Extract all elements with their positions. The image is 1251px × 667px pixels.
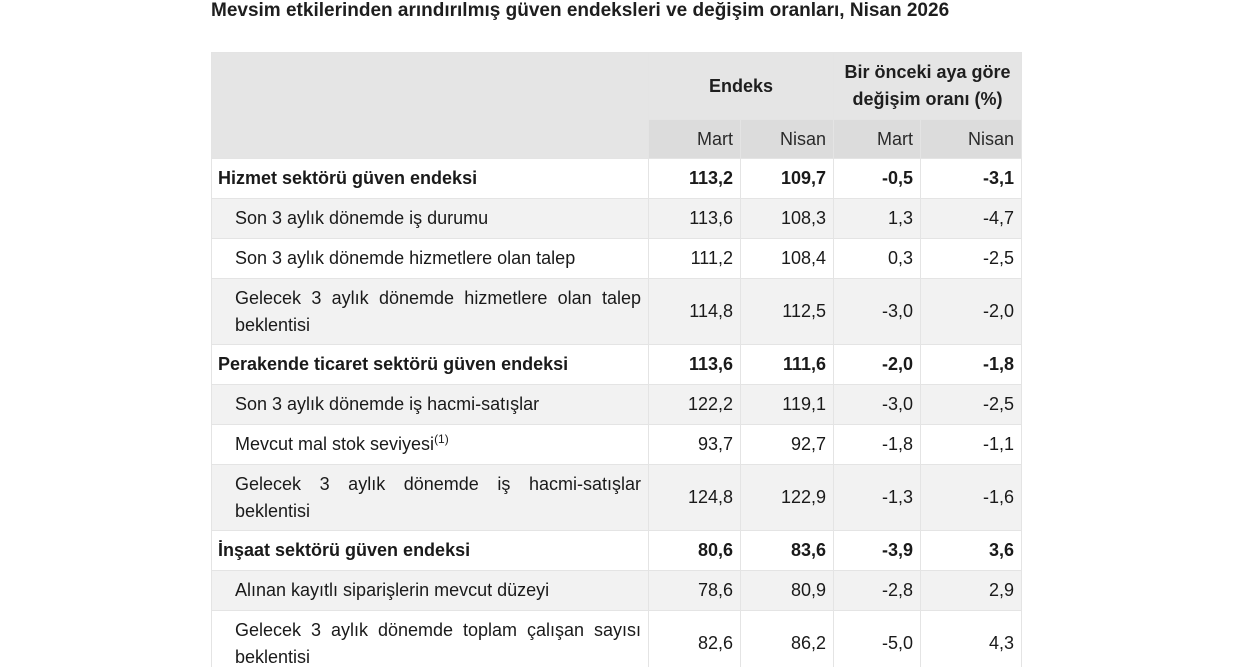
cell-change-nisan: 4,3 (920, 610, 1022, 667)
cell-change-nisan: -1,8 (920, 344, 1022, 385)
table-title: Mevsim etkilerinden arındırılmış güven e… (211, 0, 950, 21)
cell-index-mart: 113,6 (648, 198, 741, 239)
row-label: Mevcut mal stok seviyesi(1) (211, 424, 649, 465)
row-label-text: Mevcut mal stok seviyesi (235, 434, 435, 454)
cell-index-nisan: 112,5 (740, 278, 834, 345)
confidence-index-table: Endeks Bir önceki aya göre değişim oranı… (211, 52, 1022, 667)
header-change-mart: Mart (833, 119, 921, 159)
table-row-main: İnşaat sektörü güven endeksi 80,6 83,6 -… (211, 530, 1022, 571)
cell-change-nisan: -1,1 (920, 424, 1022, 465)
cell-change-mart: -1,3 (833, 464, 921, 531)
header-change-nisan: Nisan (920, 119, 1022, 159)
cell-index-mart: 122,2 (648, 384, 741, 425)
header-row-group: Endeks Bir önceki aya göre değişim oranı… (211, 52, 1022, 159)
cell-index-nisan: 109,7 (740, 158, 834, 199)
table-row-sub: Mevcut mal stok seviyesi(1) 93,7 92,7 -1… (211, 424, 1022, 465)
cell-index-mart: 114,8 (648, 278, 741, 345)
cell-change-mart: -1,8 (833, 424, 921, 465)
cell-index-nisan: 108,4 (740, 238, 834, 279)
cell-index-nisan: 86,2 (740, 610, 834, 667)
row-label: Perakende ticaret sektörü güven endeksi (211, 344, 649, 385)
header-index-nisan: Nisan (740, 119, 834, 159)
table-row-main: Perakende ticaret sektörü güven endeksi … (211, 344, 1022, 385)
row-label: Gelecek 3 aylık dönemde hizmetlere olan … (211, 278, 649, 345)
cell-index-nisan: 83,6 (740, 530, 834, 571)
row-label: Son 3 aylık dönemde iş hacmi-satışlar (211, 384, 649, 425)
table-row-sub: Alınan kayıtlı siparişlerin mevcut düzey… (211, 570, 1022, 611)
header-row-months: Mart Nisan Mart Nisan (212, 119, 1022, 159)
cell-index-mart: 80,6 (648, 530, 741, 571)
table-row-sub: Son 3 aylık dönemde iş hacmi-satışlar 12… (211, 384, 1022, 425)
cell-index-mart: 93,7 (648, 424, 741, 465)
table-row-sub: Gelecek 3 aylık dönemde iş hacmi-satışla… (211, 464, 1022, 531)
cell-change-mart: -2,8 (833, 570, 921, 611)
cell-change-mart: -3,0 (833, 278, 921, 345)
cell-index-nisan: 92,7 (740, 424, 834, 465)
table-row-sub: Son 3 aylık dönemde iş durumu 113,6 108,… (211, 198, 1022, 239)
cell-change-mart: -2,0 (833, 344, 921, 385)
cell-change-nisan: -2,0 (920, 278, 1022, 345)
row-label: Gelecek 3 aylık dönemde iş hacmi-satışla… (211, 464, 649, 531)
cell-change-mart: -0,5 (833, 158, 921, 199)
cell-change-mart: -3,9 (833, 530, 921, 571)
cell-change-nisan: -2,5 (920, 238, 1022, 279)
table-row-sub: Son 3 aylık dönemde hizmetlere olan tale… (211, 238, 1022, 279)
cell-index-mart: 82,6 (648, 610, 741, 667)
row-label: İnşaat sektörü güven endeksi (211, 530, 649, 571)
footnote-marker: (1) (434, 432, 449, 446)
cell-index-nisan: 108,3 (740, 198, 834, 239)
cell-index-mart: 113,6 (648, 344, 741, 385)
header-index-mart: Mart (648, 119, 741, 159)
cell-index-mart: 111,2 (648, 238, 741, 279)
cell-change-nisan: -1,6 (920, 464, 1022, 531)
header-blank-cell (211, 52, 649, 159)
cell-change-mart: -3,0 (833, 384, 921, 425)
cell-change-nisan: -4,7 (920, 198, 1022, 239)
cell-change-nisan: 3,6 (920, 530, 1022, 571)
cell-change-nisan: -2,5 (920, 384, 1022, 425)
row-label: Gelecek 3 aylık dönemde toplam çalışan s… (211, 610, 649, 667)
cell-index-mart: 124,8 (648, 464, 741, 531)
cell-change-mart: 0,3 (833, 238, 921, 279)
cell-index-mart: 78,6 (648, 570, 741, 611)
header-index-group: Endeks (648, 52, 834, 120)
table-row-sub: Gelecek 3 aylık dönemde hizmetlere olan … (211, 278, 1022, 345)
cell-index-mart: 113,2 (648, 158, 741, 199)
cell-change-nisan: 2,9 (920, 570, 1022, 611)
cell-change-mart: 1,3 (833, 198, 921, 239)
cell-change-nisan: -3,1 (920, 158, 1022, 199)
table-row-sub: Gelecek 3 aylık dönemde toplam çalışan s… (211, 610, 1022, 667)
table-row-main: Hizmet sektörü güven endeksi 113,2 109,7… (211, 158, 1022, 199)
row-label: Son 3 aylık dönemde iş durumu (211, 198, 649, 239)
header-change-group: Bir önceki aya göre değişim oranı (%) (833, 52, 1022, 120)
row-label: Hizmet sektörü güven endeksi (211, 158, 649, 199)
cell-index-nisan: 122,9 (740, 464, 834, 531)
row-label: Alınan kayıtlı siparişlerin mevcut düzey… (211, 570, 649, 611)
cell-index-nisan: 119,1 (740, 384, 834, 425)
cell-index-nisan: 111,6 (740, 344, 834, 385)
cell-index-nisan: 80,9 (740, 570, 834, 611)
cell-change-mart: -5,0 (833, 610, 921, 667)
row-label: Son 3 aylık dönemde hizmetlere olan tale… (211, 238, 649, 279)
